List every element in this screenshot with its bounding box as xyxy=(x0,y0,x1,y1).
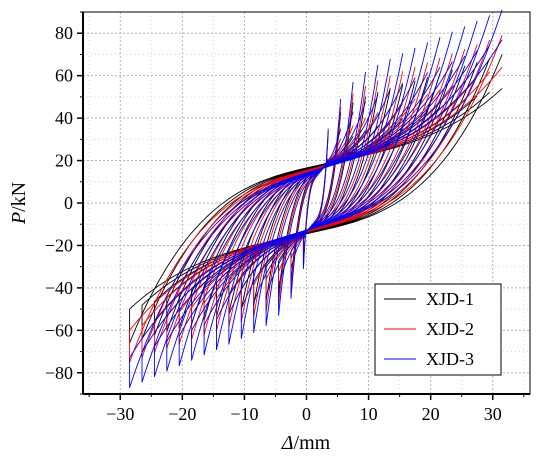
y-tick-label: −80 xyxy=(45,363,73,383)
x-tick-label: −30 xyxy=(106,404,134,424)
loop-xjd-3-26mm xyxy=(153,20,478,378)
x-tick-label: 20 xyxy=(422,404,440,424)
x-tick-label: 0 xyxy=(302,404,311,424)
y-tick-label: 20 xyxy=(55,151,73,171)
legend-label-xjd-3: XJD-3 xyxy=(426,349,474,369)
loop-xjd-3-12mm xyxy=(240,58,391,340)
y-tick-label: 80 xyxy=(55,23,73,43)
y-tick-label: 40 xyxy=(55,108,73,128)
loop-xjd-3-22mm xyxy=(178,31,453,367)
loop-xjd-3-8mm xyxy=(265,71,366,326)
loop-xjd-3-30mm xyxy=(129,9,503,389)
loop-xjd-3-28mm xyxy=(141,15,491,383)
y-tick-label: 0 xyxy=(64,193,73,213)
x-tick-label: −20 xyxy=(168,404,196,424)
x-tick-label: 10 xyxy=(360,404,378,424)
legend-label-xjd-1: XJD-1 xyxy=(426,289,474,309)
y-tick-label: −20 xyxy=(45,235,73,255)
y-tick-label: 60 xyxy=(55,66,73,86)
loop-xjd-3-24mm xyxy=(166,26,466,372)
loop-xjd-2-14mm xyxy=(228,71,404,327)
x-tick-label: 30 xyxy=(484,404,502,424)
y-axis-title: P/kN xyxy=(8,182,30,225)
loop-xjd-3-18mm xyxy=(203,42,429,356)
legend: XJD-1 XJD-2 XJD-3 xyxy=(374,283,502,376)
loop-xjd-3-6mm xyxy=(278,82,354,316)
series-layer xyxy=(129,9,503,389)
x-tick-label: −10 xyxy=(230,404,258,424)
series-xjd-3 xyxy=(129,9,503,389)
ticks: −30 −20 −10 0 10 20 30 −80 −60 −40 −20 0 20 40 60 80 xyxy=(45,11,525,424)
loop-xjd-3-10mm xyxy=(253,64,379,334)
legend-label-xjd-2: XJD-2 xyxy=(426,319,474,339)
y-axis-symbol: P xyxy=(8,212,30,225)
x-axis-symbol: Δ xyxy=(281,432,294,454)
y-tick-label: −40 xyxy=(45,278,73,298)
loop-xjd-3-14mm xyxy=(228,53,404,345)
loop-xjd-3-16mm xyxy=(216,47,416,351)
x-axis-title: Δ/mm xyxy=(281,432,331,454)
loop-xjd-3-2mm xyxy=(302,128,329,270)
x-axis-unit: /mm xyxy=(294,432,331,454)
y-tick-label: −60 xyxy=(45,320,73,340)
y-axis-unit: /kN xyxy=(8,182,30,212)
loop-xjd-3-20mm xyxy=(191,37,441,361)
